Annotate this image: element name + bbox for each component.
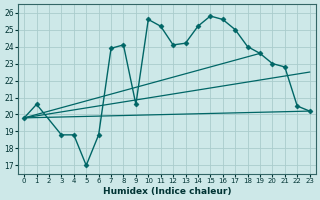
X-axis label: Humidex (Indice chaleur): Humidex (Indice chaleur) [103,187,231,196]
